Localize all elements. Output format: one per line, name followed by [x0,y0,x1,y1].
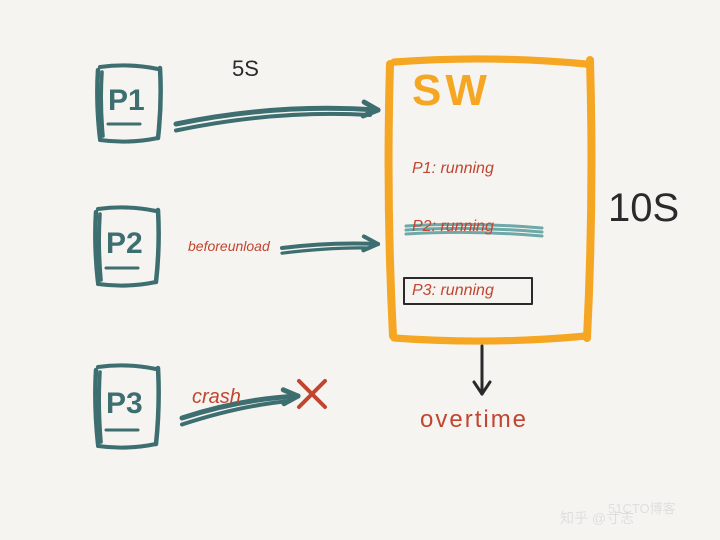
sketch-layer [0,0,720,540]
sw-row-0: P1: running [412,160,494,178]
sw-row-2: P3: running [412,282,494,300]
box-p3-label: P3 [106,387,143,421]
box-p2-label: P2 [106,227,143,261]
label-10s: 10S [608,186,679,231]
box-p1-label: P1 [108,84,145,118]
label-crash: crash [192,386,241,409]
label-overtime: overtime [420,406,528,434]
sw-row-1: P2: running [412,218,494,236]
label-beforeunload: beforeunload [188,238,270,254]
sw-title: SW [412,66,491,116]
label-5s: 5S [232,56,259,82]
watermark-cto: 51CTO博客 [608,498,676,517]
